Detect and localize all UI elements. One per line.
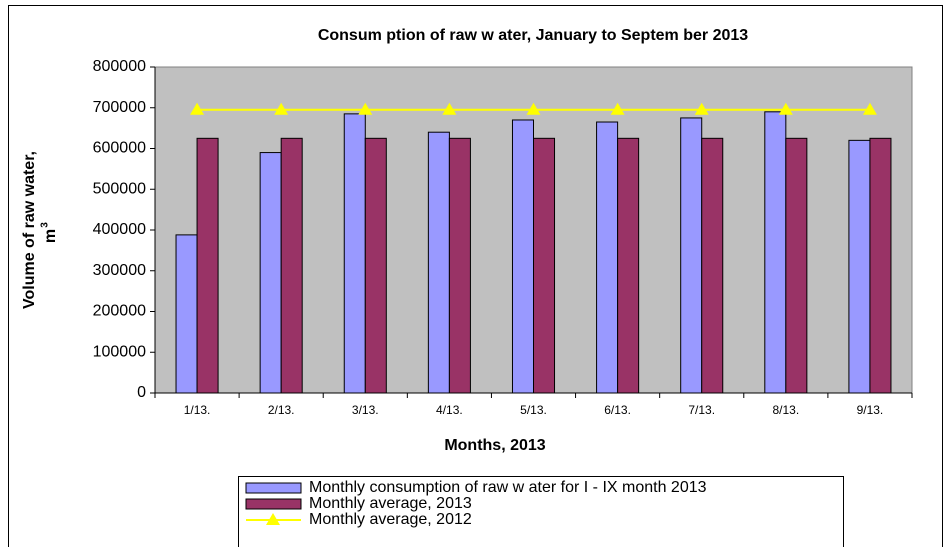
bar: [701, 137, 724, 394]
line-marker: [862, 102, 877, 115]
y-tick-label: 800000: [93, 58, 146, 75]
line-marker: [694, 102, 709, 115]
bar: [869, 137, 892, 394]
y-tick-label: 100000: [93, 343, 146, 360]
bar: [617, 137, 640, 394]
bar: [785, 137, 808, 394]
y-tick-label: 400000: [93, 221, 146, 238]
bar: [427, 131, 450, 394]
line-marker: [610, 102, 625, 115]
y-tick-label: 700000: [93, 99, 146, 116]
bar: [196, 137, 219, 394]
legend-label: Monthly average, 2012: [309, 511, 472, 528]
y-axis-label-group: Volume of raw water, m 3: [21, 151, 59, 309]
line-marker: [442, 102, 457, 115]
legend-label: Monthly consumption of raw w ater for I …: [309, 479, 707, 496]
bar: [364, 137, 387, 394]
bar: [596, 121, 619, 394]
chart-title: Consum ption of raw w ater, January to S…: [318, 27, 748, 44]
y-tick-label: 300000: [93, 262, 146, 279]
line-marker: [526, 102, 541, 115]
bar: [448, 137, 471, 394]
x-tick-label: 2/13.: [268, 403, 295, 417]
bar: [848, 139, 871, 394]
legend: [238, 476, 844, 547]
x-tick-label: 7/13.: [688, 403, 715, 417]
line-marker: [274, 102, 289, 115]
line-marker: [358, 102, 373, 115]
bar: [259, 152, 282, 394]
legend-marker: [266, 513, 280, 525]
plot: 0 100000 200000 300000 400000 500000 600000 700…: [93, 58, 913, 417]
line-marker: [190, 102, 205, 115]
y-tick-label: 0: [137, 384, 146, 401]
bar: [175, 234, 198, 394]
bar: [280, 137, 303, 394]
x-tick-label: 4/13.: [436, 403, 463, 417]
bar: [533, 137, 556, 394]
x-tick-label: 5/13.: [520, 403, 547, 417]
legend-swatch: [245, 498, 302, 510]
legend-items: Monthly consumption of raw w ater for I …: [245, 479, 707, 528]
x-tick-label: 3/13.: [352, 403, 379, 417]
legend-swatch: [245, 482, 302, 494]
y-axis-label: Volume of raw water,: [21, 151, 38, 309]
y-tick-label: 500000: [93, 180, 146, 197]
y-axis-unit: m: [42, 229, 59, 243]
x-tick-label: 8/13.: [772, 403, 799, 417]
y-axis-unit-power: 3: [40, 222, 51, 228]
y-tick-label: 200000: [93, 303, 146, 320]
x-tick-label: 6/13.: [604, 403, 631, 417]
x-tick-label: 1/13.: [184, 403, 211, 417]
bar: [764, 111, 787, 394]
legend-label: Monthly average, 2013: [309, 495, 472, 512]
bar: [680, 117, 703, 394]
bar: [343, 113, 366, 394]
y-tick-label: 600000: [93, 140, 146, 157]
x-axis-label: Months, 2013: [444, 437, 545, 454]
bar: [511, 119, 535, 394]
x-tick-label: 9/13.: [857, 403, 884, 417]
line-marker: [778, 102, 793, 115]
